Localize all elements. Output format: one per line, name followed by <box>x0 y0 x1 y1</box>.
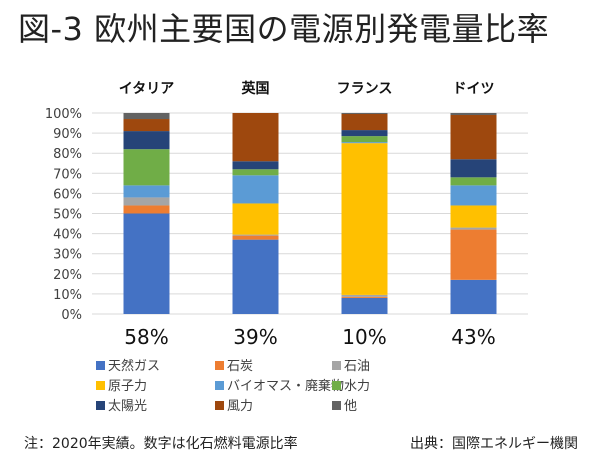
fossil-share-label: 10% <box>342 325 386 349</box>
y-tick-label: 100% <box>45 107 82 122</box>
fossil-share-labels: 58% 39% 10% 43% <box>124 325 495 349</box>
legend-label: 石油 <box>344 359 370 374</box>
bar-segment <box>341 142 388 144</box>
legend-swatch <box>215 361 224 370</box>
legend-label: 天然ガス <box>108 358 160 374</box>
legend-swatch <box>96 381 105 390</box>
bar-segment <box>232 235 279 240</box>
bar-segment <box>232 203 279 235</box>
bar-segment <box>341 143 388 295</box>
legend-label: 他 <box>344 399 357 414</box>
bar-segment <box>123 113 170 120</box>
bar-segment <box>232 239 279 314</box>
y-tick-label: 30% <box>53 248 82 263</box>
legend-label: 石炭 <box>227 359 253 374</box>
legend-label: 太陽光 <box>108 399 147 414</box>
fossil-share-label: 43% <box>451 325 495 349</box>
y-tick-label: 40% <box>53 228 82 243</box>
legend-label: 風力 <box>227 399 253 414</box>
bar-segment <box>232 169 279 176</box>
bar-segment <box>341 296 388 298</box>
legend-swatch <box>332 361 341 370</box>
bar-segment <box>123 185 170 198</box>
legend-swatch <box>215 381 224 390</box>
legend-swatch <box>96 401 105 410</box>
bar-segment <box>123 149 170 186</box>
y-tick-label: 70% <box>53 167 82 182</box>
category-labels: イタリア 英国 フランス ドイツ <box>119 80 495 97</box>
bar-segment <box>341 136 388 143</box>
bar-segment <box>450 115 497 160</box>
bar-segment <box>232 161 279 170</box>
category-label: ドイツ <box>453 81 495 97</box>
legend-swatch <box>96 361 105 370</box>
bar-segment <box>341 297 388 314</box>
y-tick-label: 80% <box>53 147 82 162</box>
bar-segment <box>341 114 388 131</box>
y-tick-label: 50% <box>53 208 82 223</box>
bar-segment <box>341 294 388 297</box>
legend-swatch <box>332 401 341 410</box>
bar-segment <box>123 213 170 314</box>
fossil-share-label: 39% <box>233 325 277 349</box>
bar-segment <box>123 205 170 214</box>
bar-segment <box>123 119 170 132</box>
bar-segment <box>450 279 497 314</box>
stacked-bar-chart: 0% 10% 20% 30% 40% 50% 60% 70% 80% 90% 100% イタリア 英国… <box>45 80 528 414</box>
bar-segment <box>450 227 497 230</box>
category-label: フランス <box>337 81 393 97</box>
bar-segment <box>232 113 279 162</box>
legend-label: 原子力 <box>108 379 147 394</box>
legend-swatch <box>215 401 224 410</box>
legend-label: 水力 <box>344 379 370 394</box>
y-tick-label: 60% <box>53 187 82 202</box>
bar-segment <box>232 175 279 204</box>
bar-segment <box>123 197 170 206</box>
bar-segment <box>123 131 170 150</box>
legend-swatch <box>332 381 341 390</box>
footnote: 注：2020年実績。数字は化石燃料電源比率 <box>24 436 298 452</box>
bar-segment <box>450 229 497 280</box>
source-note: 出典：国際エネルギー機関 <box>410 436 578 452</box>
bar-segment <box>450 205 497 228</box>
y-axis-tick-labels: 0% 10% 20% 30% 40% 50% 60% 70% 80% 90% 100% <box>45 107 82 323</box>
y-tick-label: 90% <box>53 127 82 142</box>
bar-segment <box>341 113 388 115</box>
bars <box>123 113 497 314</box>
legend-label: バイオマス・廃棄物 <box>227 378 344 394</box>
bar-segment <box>450 185 497 206</box>
y-tick-label: 0% <box>61 308 82 323</box>
chart-title: 図-3 欧州主要国の電源別発電量比率 <box>18 10 550 48</box>
y-tick-label: 10% <box>53 288 82 303</box>
bar-segment <box>341 130 388 137</box>
bar-segment <box>450 113 497 116</box>
y-tick-label: 20% <box>53 268 82 283</box>
bar-segment <box>232 234 279 236</box>
fossil-share-label: 58% <box>124 325 168 349</box>
category-label: イタリア <box>119 81 174 97</box>
category-label: 英国 <box>241 80 270 97</box>
bar-segment <box>450 159 497 178</box>
bar-segment <box>450 177 497 186</box>
